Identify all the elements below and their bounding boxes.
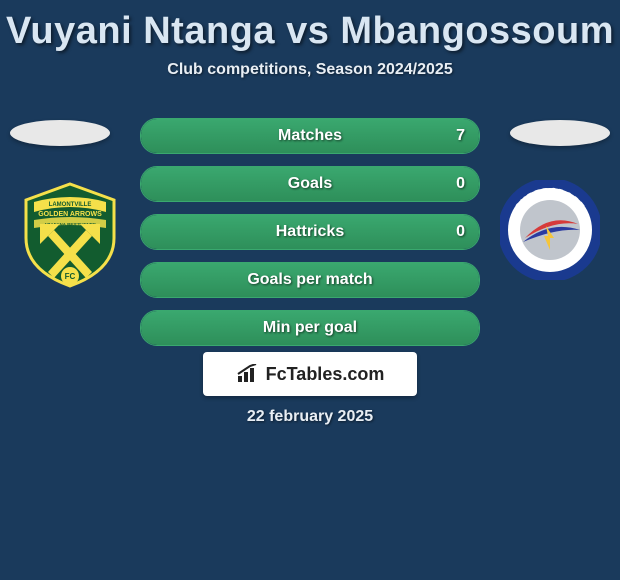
player-oval-right xyxy=(510,120,610,146)
comparison-card: Vuyani Ntanga vs Mbangossoum Club compet… xyxy=(0,0,620,580)
subtitle: Club competitions, Season 2024/2025 xyxy=(0,61,620,79)
stat-label: Goals xyxy=(141,167,479,201)
brand-text: FcTables.com xyxy=(266,364,385,385)
stat-label: Hattricks xyxy=(141,215,479,249)
page-title: Vuyani Ntanga vs Mbangossoum xyxy=(0,0,620,53)
club-logo-left: LAMONTVILLE GOLDEN ARROWS ABAFANA BES'TH… xyxy=(20,180,120,288)
brand-box: FcTables.com xyxy=(203,352,417,396)
stat-label: Matches xyxy=(141,119,479,153)
stat-label: Min per goal xyxy=(141,311,479,345)
player-oval-left xyxy=(10,120,110,146)
stat-row-goals: Goals 0 xyxy=(140,166,480,202)
club-logo-right: SUPERSPORT UNITED FC xyxy=(500,180,600,288)
stat-value-right: 0 xyxy=(456,215,465,249)
stat-row-min-per-goal: Min per goal xyxy=(140,310,480,346)
stat-row-hattricks: Hattricks 0 xyxy=(140,214,480,250)
stat-label: Goals per match xyxy=(141,263,479,297)
chart-icon xyxy=(236,364,262,384)
stat-value-right: 7 xyxy=(456,119,465,153)
banner-mid-text: GOLDEN ARROWS xyxy=(38,211,102,218)
banner-top-text: LAMONTVILLE xyxy=(49,202,92,208)
stats-panel: Matches 7 Goals 0 Hattricks 0 Goals per … xyxy=(140,118,480,358)
fc-text: FC xyxy=(65,272,76,281)
stat-row-matches: Matches 7 xyxy=(140,118,480,154)
stat-row-goals-per-match: Goals per match xyxy=(140,262,480,298)
date-text: 22 february 2025 xyxy=(0,408,620,426)
stat-value-right: 0 xyxy=(456,167,465,201)
